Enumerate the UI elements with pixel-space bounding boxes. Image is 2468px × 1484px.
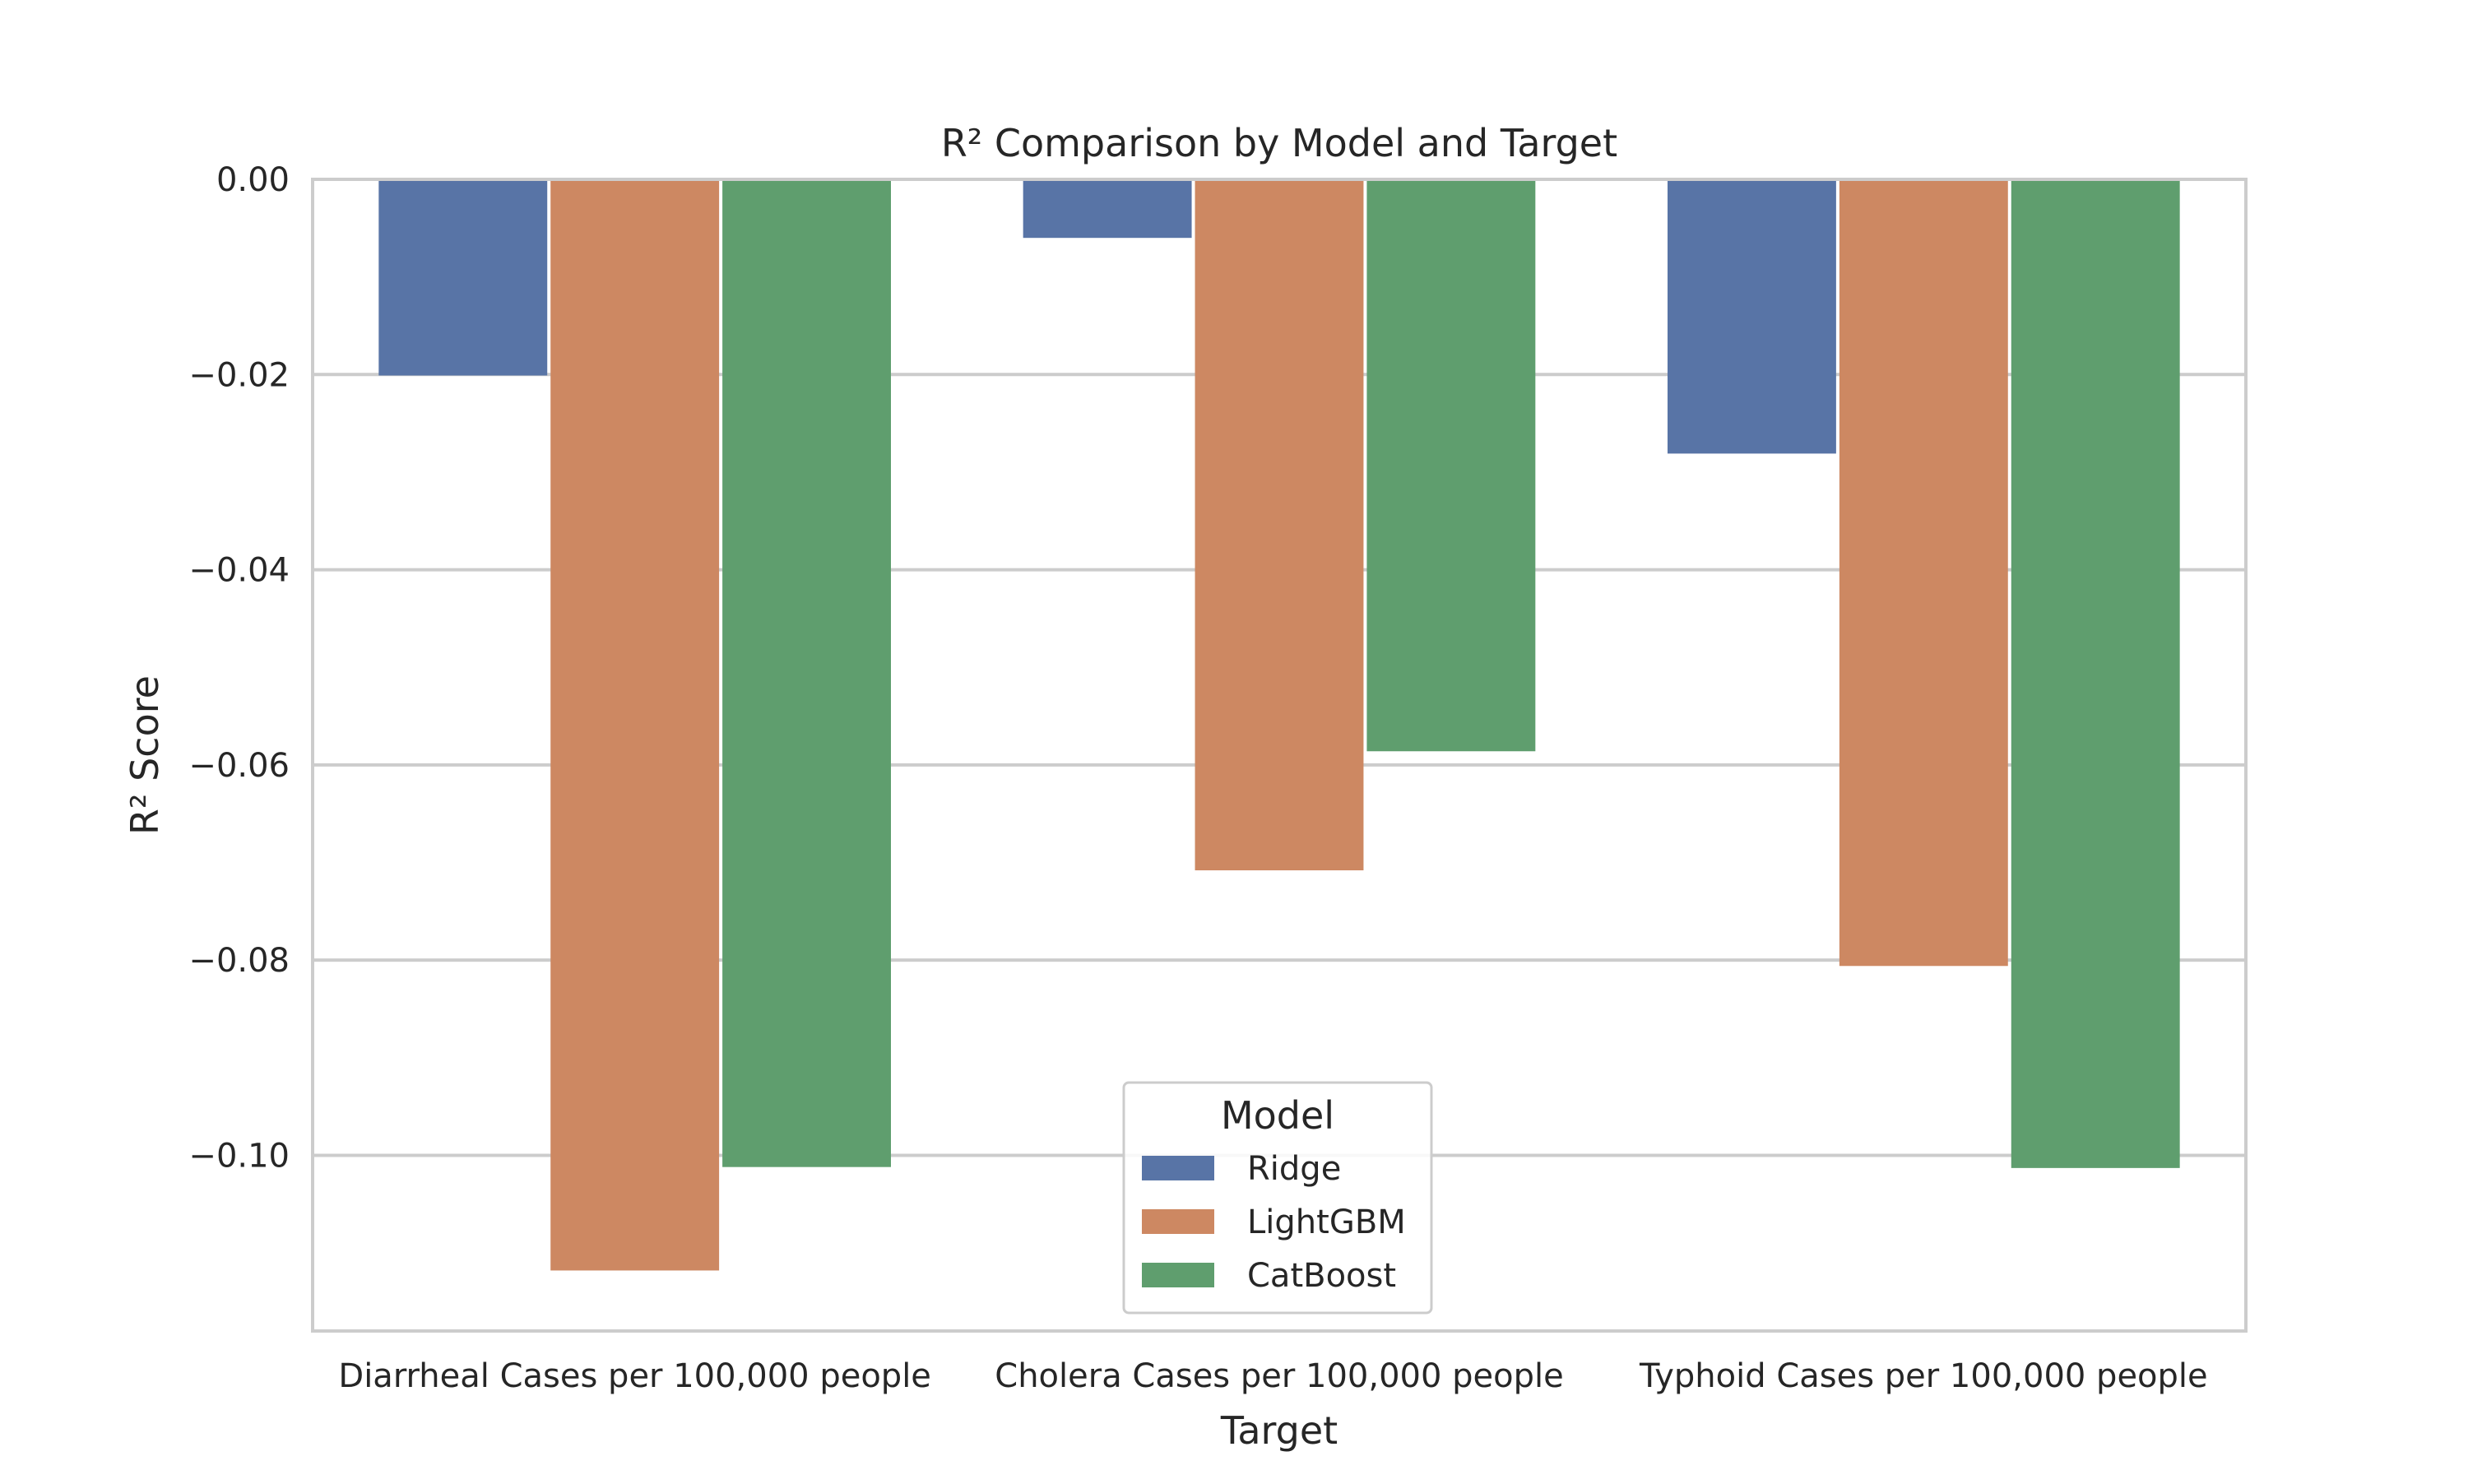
legend-entries: Ridge LightGBM CatBoost <box>1142 1150 1406 1295</box>
bar-lightgbm-cholera-cases-per-100-000-people <box>1195 179 1364 870</box>
x-tick-label: Cholera Cases per 100,000 people <box>995 1357 1563 1395</box>
y-tick-label: −0.02 <box>188 356 290 394</box>
bar-lightgbm-diarrheal-cases-per-100-000-people <box>550 179 720 1271</box>
y-tick-label: −0.06 <box>188 747 290 785</box>
y-axis-label: R² Score <box>123 675 167 835</box>
legend-swatch-catboost <box>1142 1263 1214 1287</box>
bar-lightgbm-typhoid-cases-per-100-000-people <box>1839 179 2008 967</box>
y-tick-label: −0.08 <box>188 942 290 980</box>
bar-catboost-diarrheal-cases-per-100-000-people <box>722 179 891 1167</box>
y-tick-label: −0.04 <box>188 552 290 590</box>
y-tick-label: 0.00 <box>216 161 290 199</box>
bar-catboost-typhoid-cases-per-100-000-people <box>2011 179 2180 1168</box>
x-axis-label: Target <box>1220 1408 1338 1453</box>
y-tick-labels: 0.00 −0.02 −0.04 −0.06 −0.08 −0.10 <box>188 161 290 1175</box>
x-tick-label: Typhoid Cases per 100,000 people <box>1639 1357 2208 1395</box>
bar-ridge-cholera-cases-per-100-000-people <box>1023 179 1192 239</box>
legend-swatch-lightgbm <box>1142 1209 1214 1234</box>
legend-label-lightgbm: LightGBM <box>1247 1203 1406 1241</box>
plot-frame <box>311 178 2248 1333</box>
bars <box>378 179 2180 1271</box>
legend-title: Model <box>1221 1093 1334 1138</box>
x-tick-labels: Diarrheal Cases per 100,000 people Choler… <box>338 1357 2207 1395</box>
bar-ridge-typhoid-cases-per-100-000-people <box>1668 179 1836 454</box>
legend-frame <box>1122 1081 1433 1315</box>
y-tick-label: −0.10 <box>188 1137 290 1175</box>
x-tick-label: Diarrheal Cases per 100,000 people <box>338 1357 931 1395</box>
legend-swatch-ridge <box>1142 1156 1214 1180</box>
legend: Model Ridge LightGBM CatBoost <box>1122 1081 1433 1315</box>
bar-ridge-diarrheal-cases-per-100-000-people <box>378 179 548 376</box>
bar-catboost-cholera-cases-per-100-000-people <box>1366 179 1536 752</box>
legend-label-catboost: CatBoost <box>1247 1257 1396 1295</box>
legend-label-ridge: Ridge <box>1247 1150 1341 1188</box>
chart-title: R² Comparison by Model and Target <box>941 121 1617 165</box>
